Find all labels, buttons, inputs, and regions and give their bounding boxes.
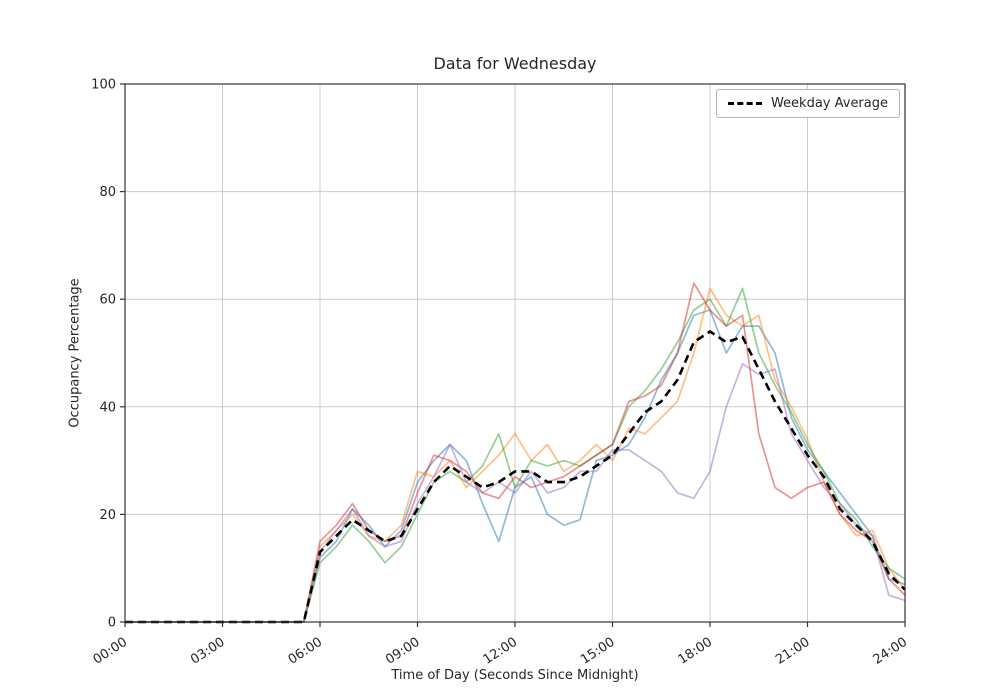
x-tick-label: 21:00 — [773, 635, 813, 668]
y-axis-label: Occupancy Percentage — [67, 278, 83, 428]
x-tick-label: 12:00 — [481, 635, 521, 668]
y-tick-label: 60 — [99, 293, 116, 308]
y-tick-label: 80 — [99, 185, 116, 200]
y-tick-label: 100 — [91, 78, 116, 93]
x-axis-label: Time of Day (Seconds Since Midnight) — [391, 668, 639, 683]
y-tick-label: 0 — [108, 616, 116, 631]
chart-title: Data for Wednesday — [433, 54, 597, 73]
x-tick-label: 18:00 — [676, 635, 716, 668]
dashed-line-icon — [727, 102, 762, 105]
y-tick-label: 20 — [99, 508, 116, 523]
x-tick-label: 03:00 — [188, 635, 228, 668]
x-tick-label: 06:00 — [286, 635, 326, 668]
y-tick-label: 40 — [99, 400, 116, 415]
x-tick-label: 24:00 — [871, 635, 911, 668]
x-tick-label: 09:00 — [383, 635, 423, 668]
legend: Weekday Average — [715, 89, 900, 118]
legend-label: Weekday Average — [770, 96, 888, 111]
x-tick-label: 00:00 — [91, 635, 131, 668]
x-tick-label: 15:00 — [578, 635, 618, 668]
